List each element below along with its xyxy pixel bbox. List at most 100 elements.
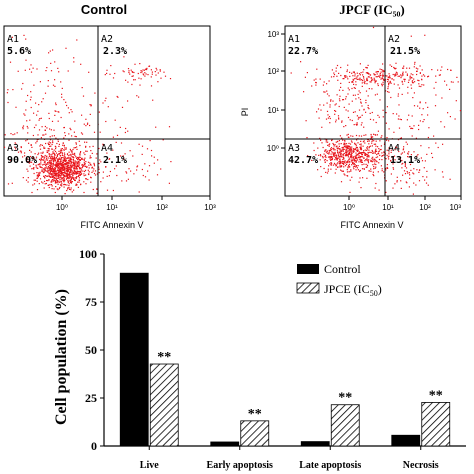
scatter-dot [339,148,341,150]
scatter-dot [371,149,373,152]
scatter-dot [55,104,57,106]
scatter-dot [362,177,364,179]
scatter-dot [355,146,357,149]
scatter-dot [385,122,387,124]
scatter-dot [400,137,402,139]
scatter-dots [290,26,461,195]
scatter-dot [362,74,364,76]
scatter-dot [363,151,365,154]
scatter-dot [48,167,51,169]
scatter-dot [14,133,16,135]
scatter-dot [361,114,363,116]
scatter-dot [75,172,78,174]
scatter-dot [142,174,144,177]
scatter-dot [147,170,149,172]
scatter-dot [323,81,325,83]
scatter-dot [418,80,420,82]
scatter-dot [376,93,378,95]
scatter-dot [25,109,27,111]
scatter-dot [361,154,363,156]
scatter-dot [374,163,376,165]
scatter-dot [374,80,376,82]
scatter-dot [358,135,360,137]
scatter-dot [415,184,417,186]
scatter-dot [115,141,117,143]
scatter-dot [72,177,74,179]
scatter-dot [47,171,49,173]
scatter-dot [356,167,358,169]
bar-jpce [240,420,270,447]
scatter-dot [317,169,319,171]
scatter-dot [360,135,363,137]
scatter-dot [380,145,382,147]
scatter-dot [169,78,172,80]
scatter-dot [72,165,74,167]
scatter-dot [93,131,96,133]
scatter-dot [347,133,349,135]
scatter-dot [84,163,86,165]
scatter-dot [335,141,337,143]
scatter-dot [27,181,29,183]
scatter-dot [55,173,57,175]
scatter-dot [46,155,48,157]
scatter-dot [337,166,339,168]
scatter-dot [77,186,79,188]
scatter-dot [156,69,158,71]
scatter-dot [402,73,404,75]
scatter-dot [412,82,414,84]
scatter-dot [405,71,407,73]
scatter-dot [353,148,355,150]
scatter-dot [325,156,327,158]
scatter-dot [53,158,56,160]
scatter-dot [72,174,74,176]
scatter-dot [38,104,40,106]
scatter-dot [371,136,373,139]
scatter-dot [364,149,366,151]
scatter-dot [28,142,30,144]
scatter-dot [358,97,360,99]
scatter-dot [359,169,361,172]
scatter-dot [159,69,161,71]
scatter-dot [419,101,421,103]
scatter-dot [360,159,362,161]
scatter-dot [375,76,377,78]
scatter-dot [355,169,357,171]
scatter-dot [121,106,124,108]
scatter-dot [47,180,49,182]
scatter-dot [52,166,54,168]
scatter-dot [356,156,358,159]
scatter-dot [53,170,55,172]
scatter-dot [421,114,423,116]
scatter-dot [52,165,54,167]
scatter-dot [67,176,69,178]
scatter-dot [55,172,57,174]
scatter-dot [81,167,83,169]
scatter-dot [69,127,71,129]
scatter-dot [350,159,352,161]
scatter-dot [116,174,118,177]
scatter-dot [359,79,361,81]
scatter-dot [64,156,66,158]
scatter-dot [52,158,54,160]
scatter-dot [30,64,32,66]
scatter-dot [347,136,349,138]
scatter-dot [374,152,376,154]
scatter-dot [76,161,78,163]
legend-label-jpce: JPCE (IC50) [324,282,382,298]
scatter-dot [408,156,410,158]
scatter-dot [435,75,437,77]
scatter-dot [60,183,62,186]
scatter-dot [344,142,346,144]
scatter-dot [366,148,369,150]
scatter-dot [374,149,377,151]
scatter-dot [69,170,72,172]
scatter-dot [338,118,340,120]
scatter-dot [360,143,362,145]
scatter-dot [54,180,56,182]
scatter-dot [52,152,54,154]
scatter-dot [329,149,331,152]
scatter-dot [78,174,80,176]
scatter-dot [144,163,146,165]
scatter-dot [63,149,65,151]
scatter-dot [380,136,382,138]
